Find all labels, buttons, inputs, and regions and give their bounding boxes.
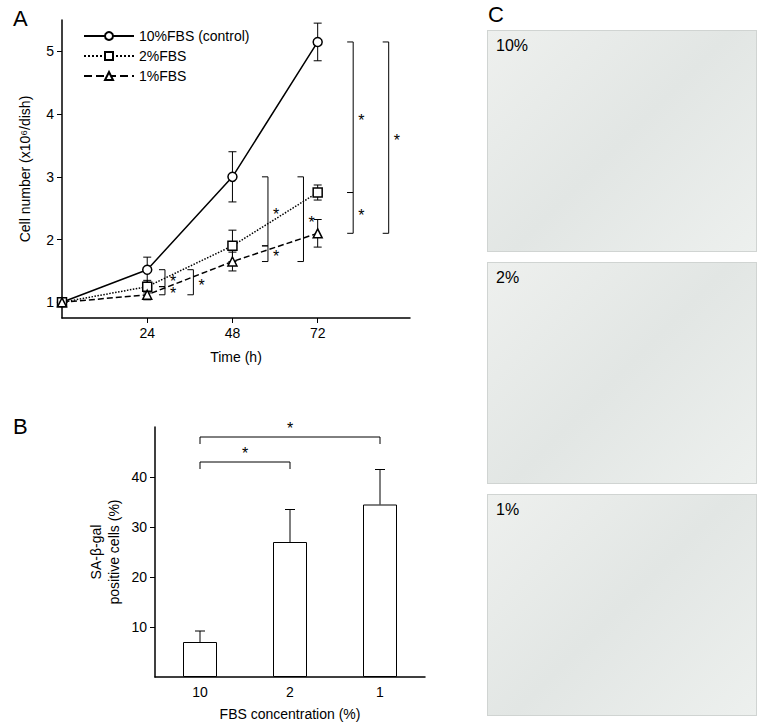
svg-text:1: 1 bbox=[46, 294, 54, 310]
svg-text:*: * bbox=[358, 207, 364, 224]
svg-text:*: * bbox=[273, 206, 279, 223]
svg-text:FBS concentration (%): FBS concentration (%) bbox=[220, 706, 361, 722]
svg-text:5: 5 bbox=[46, 43, 54, 59]
svg-text:2: 2 bbox=[46, 232, 54, 248]
svg-text:*: * bbox=[273, 248, 279, 265]
svg-text:*: * bbox=[170, 285, 176, 302]
svg-text:10%FBS (control): 10%FBS (control) bbox=[139, 28, 249, 44]
svg-text:B: B bbox=[13, 414, 28, 439]
html-text:C: C bbox=[488, 2, 504, 27]
svg-text:SA-β-gal: SA-β-gal bbox=[88, 525, 104, 580]
svg-text:10: 10 bbox=[131, 619, 147, 635]
svg-text:*: * bbox=[287, 420, 293, 437]
svg-text:Time (h): Time (h) bbox=[210, 349, 262, 365]
svg-text:*: * bbox=[358, 112, 364, 129]
svg-text:positive cells (%): positive cells (%) bbox=[106, 499, 122, 604]
svg-text:72: 72 bbox=[310, 325, 326, 341]
svg-text:2: 2 bbox=[286, 684, 294, 700]
svg-text:24: 24 bbox=[139, 325, 155, 341]
svg-text:30: 30 bbox=[131, 519, 147, 535]
svg-text:3: 3 bbox=[46, 169, 54, 185]
svg-text:*: * bbox=[394, 132, 400, 149]
html-text:2%: 2% bbox=[496, 269, 520, 286]
svg-text:1: 1 bbox=[376, 684, 384, 700]
svg-text:A: A bbox=[13, 6, 28, 31]
svg-text:10: 10 bbox=[192, 684, 208, 700]
svg-text:40: 40 bbox=[131, 469, 147, 485]
svg-text:2%FBS: 2%FBS bbox=[139, 48, 186, 64]
svg-text:*: * bbox=[308, 214, 314, 231]
svg-text:*: * bbox=[198, 277, 204, 294]
html-text:10%: 10% bbox=[496, 37, 528, 54]
svg-text:20: 20 bbox=[131, 569, 147, 585]
svg-text:*: * bbox=[242, 445, 248, 462]
svg-text:1%FBS: 1%FBS bbox=[139, 68, 186, 84]
html-text:1%: 1% bbox=[496, 501, 520, 518]
svg-text:Cell number (x10⁶/dish): Cell number (x10⁶/dish) bbox=[17, 96, 33, 243]
svg-text:48: 48 bbox=[225, 325, 241, 341]
svg-text:4: 4 bbox=[46, 106, 54, 122]
